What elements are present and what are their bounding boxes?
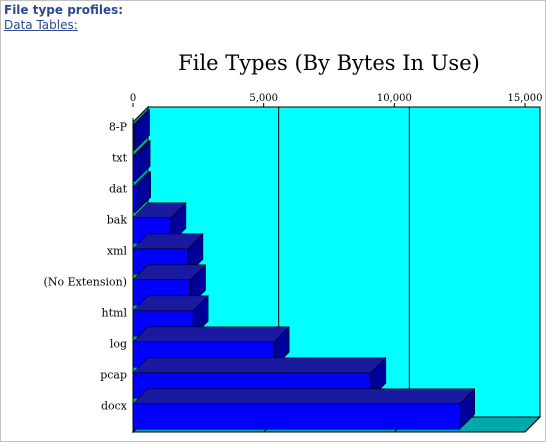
x-tick-label: 10,000 — [377, 93, 412, 104]
x-tick-label: 5,000 — [249, 93, 278, 104]
category-label: docx — [101, 400, 128, 413]
data-tables-link[interactable]: Data Tables: — [4, 18, 78, 32]
bar-top — [132, 388, 476, 405]
category-label: bak — [107, 214, 128, 227]
chart-title: File Types (By Bytes In Use) — [178, 51, 480, 75]
category-label: xml — [107, 245, 128, 258]
category-label: txt — [112, 152, 128, 165]
bar — [132, 403, 460, 430]
category-label: dat — [109, 183, 128, 196]
category-label: pcap — [100, 369, 127, 382]
category-label: (No Extension) — [44, 276, 127, 289]
bar-top — [132, 357, 387, 374]
category-label: 8-P — [109, 121, 128, 134]
grid-line-floor — [524, 416, 541, 433]
x-tick-label: 0 — [130, 93, 136, 104]
category-label: html — [102, 307, 128, 320]
section-title: File type profiles: — [4, 3, 124, 17]
bar-top — [132, 326, 290, 343]
x-tick-label: 15,000 — [508, 93, 543, 104]
category-label: log — [110, 338, 127, 351]
